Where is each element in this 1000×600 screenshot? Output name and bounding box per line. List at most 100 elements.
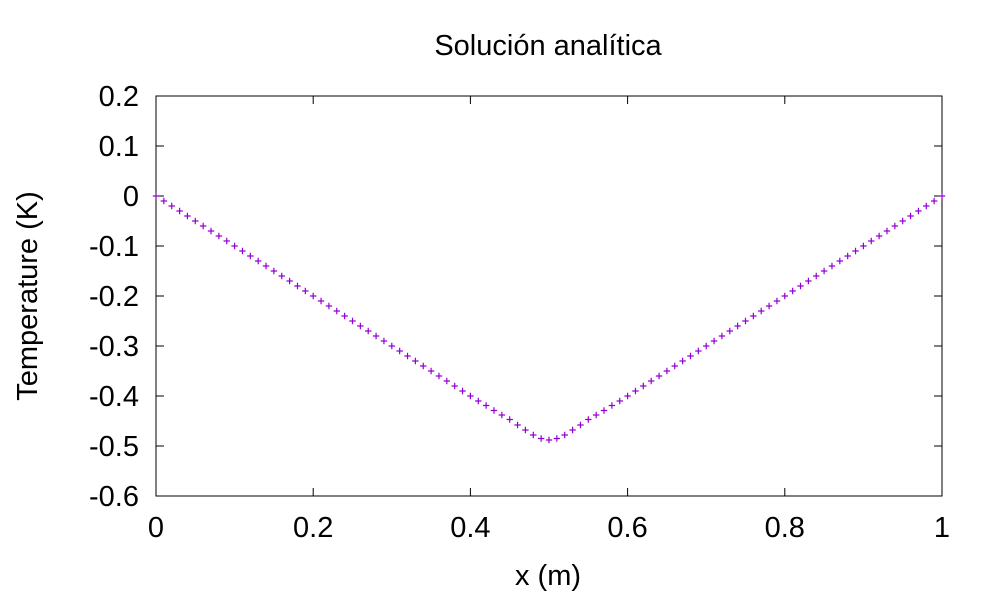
chart-title: Solución analítica	[434, 30, 662, 62]
data-point-marker	[435, 372, 443, 380]
data-point-marker	[624, 392, 631, 400]
data-point-marker	[404, 352, 411, 360]
data-point-marker	[600, 407, 608, 414]
data-point-marker	[765, 302, 773, 310]
x-tick-label: 0.4	[450, 512, 490, 544]
data-point-marker	[160, 197, 168, 205]
data-point-marker	[247, 252, 254, 260]
data-point-marker	[451, 382, 458, 390]
data-point-marker	[325, 302, 333, 310]
data-point-marker	[239, 247, 246, 255]
data-point-marker	[302, 287, 309, 295]
data-point-marker	[254, 257, 262, 265]
y-tick-label: -0.3	[89, 331, 139, 363]
data-point-marker	[569, 426, 576, 434]
data-point-marker	[443, 377, 451, 385]
data-point-marker	[199, 222, 207, 230]
y-axis-label: Temperature (K)	[12, 191, 44, 401]
y-tick-label: 0	[123, 181, 139, 213]
data-point-marker	[490, 407, 498, 414]
data-point-marker	[396, 347, 403, 355]
data-point-marker	[758, 307, 765, 315]
data-point-marker	[718, 332, 726, 340]
data-point-marker	[168, 202, 175, 210]
data-point-marker	[930, 197, 938, 205]
data-point-marker	[915, 207, 922, 215]
data-point-marker	[663, 367, 671, 375]
data-point-marker	[742, 317, 749, 325]
y-tick-label: -0.2	[89, 281, 139, 313]
data-point-marker	[592, 411, 600, 419]
data-point-marker	[860, 242, 867, 250]
x-tick-label: 0.6	[607, 512, 647, 544]
data-point-marker	[671, 362, 678, 370]
data-point-marker	[530, 431, 537, 439]
data-point-marker	[773, 297, 781, 305]
x-tick-label: 0.2	[293, 512, 333, 544]
y-tick-label: 0.1	[99, 131, 139, 163]
data-point-marker	[695, 347, 702, 355]
data-point-marker	[828, 262, 836, 270]
data-point-marker	[262, 262, 270, 270]
data-point-marker	[427, 367, 435, 375]
data-point-marker	[333, 307, 340, 315]
y-tick-label: -0.1	[89, 231, 139, 263]
y-tick-label: -0.5	[89, 431, 139, 463]
y-tick-label: -0.4	[89, 381, 139, 413]
data-point-marker	[647, 377, 655, 385]
x-tick-label: 0	[148, 512, 164, 544]
data-point-marker	[655, 372, 663, 380]
data-point-marker	[482, 402, 490, 409]
data-point-marker	[184, 212, 191, 220]
x-axis-ticks: 0 0.2 0.4 0.6 0.8 1	[148, 96, 950, 544]
data-point-marker	[388, 342, 395, 350]
data-point-marker	[734, 322, 741, 330]
data-point-marker	[797, 282, 804, 290]
data-point-marker	[608, 402, 616, 409]
data-point-marker	[679, 357, 686, 365]
data-point-marker	[278, 272, 285, 280]
data-point-marker	[553, 435, 561, 442]
data-point-marker	[380, 337, 388, 345]
data-point-marker	[750, 312, 757, 320]
data-point-marker	[844, 252, 851, 260]
data-point-marker	[820, 267, 828, 275]
data-point-marker	[726, 327, 733, 335]
data-point-marker	[467, 392, 474, 400]
data-point-marker	[412, 357, 419, 365]
y-tick-label: -0.6	[89, 481, 139, 513]
data-point-marker	[632, 387, 639, 395]
data-point-marker	[176, 207, 183, 215]
data-point-marker	[616, 397, 623, 405]
data-point-marker	[207, 227, 215, 235]
data-point-marker	[498, 411, 506, 419]
data-point-marker	[891, 222, 899, 230]
data-point-marker	[710, 337, 718, 345]
data-point-marker	[545, 436, 553, 444]
data-point-marker	[585, 416, 592, 423]
plot-frame	[155, 95, 943, 497]
data-point-marker	[781, 292, 788, 300]
data-point-marker	[152, 192, 160, 200]
data-point-marker	[703, 342, 710, 350]
data-point-marker	[459, 387, 466, 395]
data-point-marker	[506, 416, 513, 423]
data-point-marker	[192, 217, 199, 225]
data-point-marker	[640, 382, 647, 390]
data-point-marker	[938, 192, 946, 200]
data-point-marker	[357, 322, 364, 330]
data-point-marker	[475, 397, 482, 405]
data-point-marker	[789, 287, 796, 295]
data-point-marker	[365, 327, 372, 335]
x-tick-label: 0.8	[765, 512, 805, 544]
data-point-marker	[317, 297, 325, 305]
data-point-marker	[231, 242, 238, 250]
y-tick-label: 0.2	[99, 81, 139, 113]
data-point-marker	[836, 257, 844, 265]
x-tick-label: 1	[934, 512, 950, 544]
data-point-marker	[899, 217, 906, 225]
data-point-marker	[514, 421, 521, 429]
data-point-marker	[687, 352, 694, 360]
data-point-marker	[561, 431, 568, 439]
data-point-marker	[270, 267, 278, 275]
